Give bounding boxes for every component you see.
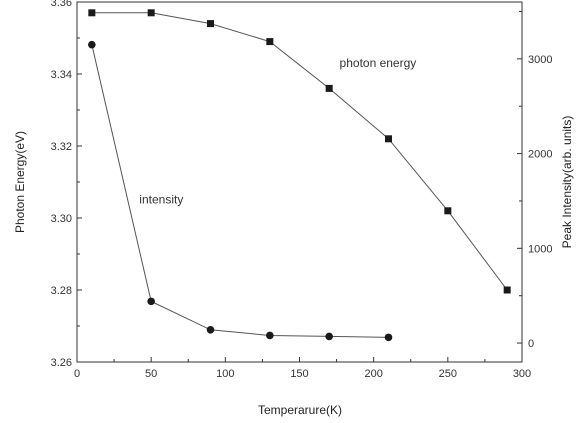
photon-energy-line [91, 12, 508, 291]
y-left-tick-label: 3.26 [51, 357, 72, 369]
y-left-tick-label: 3.30 [51, 213, 72, 225]
photon-energy-point [207, 20, 214, 28]
y-left-tick-label: 3.34 [51, 69, 72, 81]
x-tick-label: 50 [145, 368, 157, 380]
photon-energy-point [266, 38, 274, 46]
photon-energy-point [88, 9, 96, 17]
x-tick-label: 300 [513, 368, 531, 380]
x-tick-label: 100 [216, 368, 234, 380]
photon-energy-point [147, 9, 155, 17]
y-left-axis-title: Photon Energy(eV) [13, 131, 27, 233]
photon-energy-point [503, 286, 511, 294]
intensity-point [147, 297, 155, 306]
intensity-point [384, 333, 393, 342]
y-right-axis-title: Peak Intensity(arb. units) [560, 116, 574, 249]
y-left-tick-label: 3.28 [51, 285, 72, 297]
photon-energy-point [444, 207, 452, 215]
y-left-tick-label: 3.36 [51, 0, 72, 9]
x-tick-label: 250 [439, 368, 457, 380]
photon-energy-point [325, 84, 333, 92]
annotation-intensity: intensity [139, 193, 183, 207]
x-axis-title: Temperarure(K) [258, 403, 342, 417]
intensity-point [325, 332, 333, 341]
plot-frame [76, 1, 523, 363]
y-left-tick-label: 3.32 [51, 141, 72, 153]
x-tick-label: 200 [364, 368, 382, 380]
annotation-photon-energy: photon energy [340, 56, 417, 70]
y-right-tick-label: 0 [528, 338, 534, 350]
y-right-tick-label: 3000 [528, 54, 552, 66]
x-tick-label: 150 [290, 368, 308, 380]
x-tick-label: 0 [74, 368, 80, 380]
annotations-layer: photon energy intensity [139, 56, 416, 207]
y-right-tick-label: 1000 [528, 243, 552, 255]
photon-energy-point [385, 135, 392, 143]
y-right-tick-label: 2000 [528, 149, 552, 161]
intensity-point [266, 331, 274, 340]
intensity-point [206, 325, 215, 334]
series-layer [88, 9, 511, 342]
intensity-point [88, 40, 96, 49]
ticks-layer: 0 50 100 150 200 250 300 3.26 3.28 3.30 3.32 3.34 3.… [51, 0, 553, 380]
intensity-line [91, 44, 389, 338]
